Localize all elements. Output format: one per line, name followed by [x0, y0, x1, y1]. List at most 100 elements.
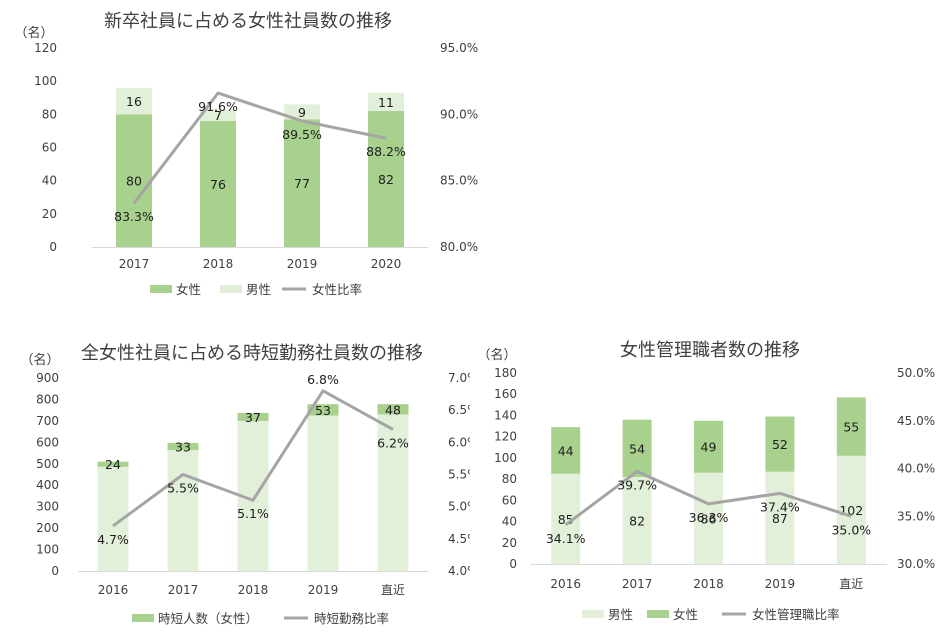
- bar-value-label: 82: [378, 172, 394, 187]
- bar-segment: [694, 472, 723, 564]
- legend-label: 女性: [673, 607, 698, 622]
- y-tick-label: 700: [36, 414, 59, 428]
- bar-value-label: 86: [701, 511, 717, 526]
- bar-segment: [551, 427, 581, 474]
- y2-tick-label: 6.0%: [448, 435, 470, 449]
- x-category-label: 2018: [693, 577, 724, 591]
- chart-title: 全女性社員に占める時短勤務社員数の推移: [81, 343, 423, 364]
- y2-tick-label: 4.5%: [448, 532, 470, 546]
- bar-segment: [694, 420, 723, 473]
- chart-title: 新卒社員に占める女性社員数の推移: [104, 11, 392, 32]
- ratio-value-label: 6.8%: [307, 372, 339, 387]
- y-tick-label: 100: [494, 451, 517, 465]
- legend-swatch: [150, 285, 172, 293]
- bar-value-label: 24: [105, 457, 121, 472]
- bar-segment: [765, 416, 795, 472]
- bar-segment: [836, 397, 866, 456]
- y-tick-label: 160: [494, 387, 517, 401]
- y-tick-label: 0: [51, 564, 59, 578]
- y2-tick-label: 4.0%: [448, 564, 470, 578]
- bar-segment: [237, 412, 269, 421]
- y-tick-label: 200: [36, 521, 59, 535]
- bar-segment: [116, 114, 152, 247]
- ratio-value-label: 6.2%: [377, 435, 409, 450]
- bar-segment: [368, 111, 404, 248]
- y2-tick-label: 40.0%: [897, 462, 935, 476]
- y-tick-label: 300: [36, 500, 59, 514]
- ratio-line: [112, 389, 394, 528]
- y-tick-label: 60: [42, 141, 57, 155]
- ratio-value-label: 4.7%: [97, 532, 129, 547]
- y2-tick-label: 7.0%: [448, 371, 470, 385]
- y-tick-label: 120: [34, 41, 57, 55]
- x-category-label: 直近: [839, 577, 863, 591]
- legend-swatch: [220, 285, 242, 293]
- bar-segment: [307, 404, 339, 416]
- y-axis-unit: （名）: [20, 352, 59, 368]
- x-category-label: 2017: [622, 577, 653, 591]
- x-category-label: 2019: [765, 577, 796, 591]
- y-tick-label: 180: [494, 366, 517, 380]
- ratio-value-label: 88.2%: [366, 144, 406, 159]
- y-tick-label: 900: [36, 371, 59, 385]
- y2-tick-label: 5.0%: [448, 500, 470, 514]
- y-tick-label: 20: [42, 207, 57, 221]
- bar-segment: [368, 92, 404, 112]
- x-category-label: 2019: [308, 583, 339, 597]
- bar-value-label: 49: [701, 440, 717, 455]
- y-axis-unit: （名）: [14, 25, 53, 41]
- legend: 時短人数（女性） 時短勤務比率: [132, 611, 389, 626]
- legend: 女性 男性 女性比率: [150, 282, 362, 297]
- short-time-work-chart: 全女性社員に占める時短勤務社員数の推移 （名） 0 100 200 300 400 500 60…: [0, 330, 470, 639]
- x-category-label: 2016: [550, 577, 581, 591]
- y-tick-label: 100: [34, 74, 57, 88]
- bar-segment: [116, 87, 152, 115]
- y-tick-label: 40: [42, 174, 57, 188]
- bar-value-label: 77: [294, 176, 310, 191]
- y-tick-label: 400: [36, 478, 59, 492]
- y2-tick-label: 90.0%: [440, 107, 478, 121]
- y2-tick-label: 50.0%: [897, 366, 935, 380]
- bar-value-label: 87: [772, 511, 788, 526]
- bar-value-label: 37: [245, 410, 261, 425]
- y-tick-label: 80: [502, 472, 517, 486]
- bar-segment: [167, 450, 199, 571]
- ratio-value-label: 36.3%: [689, 510, 729, 525]
- bar-segment: [307, 415, 339, 571]
- bar-value-label: 55: [843, 420, 859, 435]
- y2-tick-label: 6.5%: [448, 403, 470, 417]
- legend-swatch: [132, 614, 154, 622]
- y-tick-label: 500: [36, 457, 59, 471]
- bar-segment: [377, 404, 409, 415]
- y-tick-label: 120: [494, 430, 517, 444]
- legend-swatch: [647, 610, 669, 618]
- bar-value-label: 11: [378, 95, 394, 110]
- y2-tick-label: 45.0%: [897, 414, 935, 428]
- bar-segment: [622, 476, 652, 564]
- x-category-label: 2020: [371, 257, 402, 271]
- bar-segment: [200, 109, 236, 121]
- ratio-value-label: 91.6%: [198, 99, 238, 114]
- y-tick-label: 20: [502, 536, 517, 550]
- bar-value-label: 33: [175, 440, 191, 455]
- y2-tick-label: 85.0%: [440, 174, 478, 188]
- x-category-label: 2019: [287, 257, 318, 271]
- bar-segment: [765, 471, 795, 564]
- female-manager-chart: 女性管理職者数の推移 （名） 0 20 40 60 80 100 120 140 160 180 30.…: [475, 330, 943, 639]
- legend: 男性 女性 女性管理職比率: [582, 607, 840, 622]
- bar-value-label: 48: [385, 402, 401, 417]
- ratio-value-label: 34.1%: [546, 531, 586, 546]
- y-tick-label: 0: [49, 240, 57, 254]
- x-category-label: 2017: [168, 583, 199, 597]
- chart-svg: 女性管理職者数の推移 （名） 0 20 40 60 80 100 120 140 160 180 30.…: [477, 340, 935, 622]
- bar-segment: [622, 419, 652, 477]
- bar-segment: [836, 455, 866, 564]
- x-category-label: 2016: [98, 583, 129, 597]
- y-tick-label: 140: [494, 408, 517, 422]
- legend-label: 時短勤務比率: [314, 611, 389, 626]
- bar-segment: [284, 119, 320, 247]
- bar-segment: [97, 461, 129, 467]
- legend-label: 男性: [608, 607, 633, 622]
- bar-value-label: 76: [210, 177, 226, 192]
- bar-value-label: 80: [126, 174, 142, 189]
